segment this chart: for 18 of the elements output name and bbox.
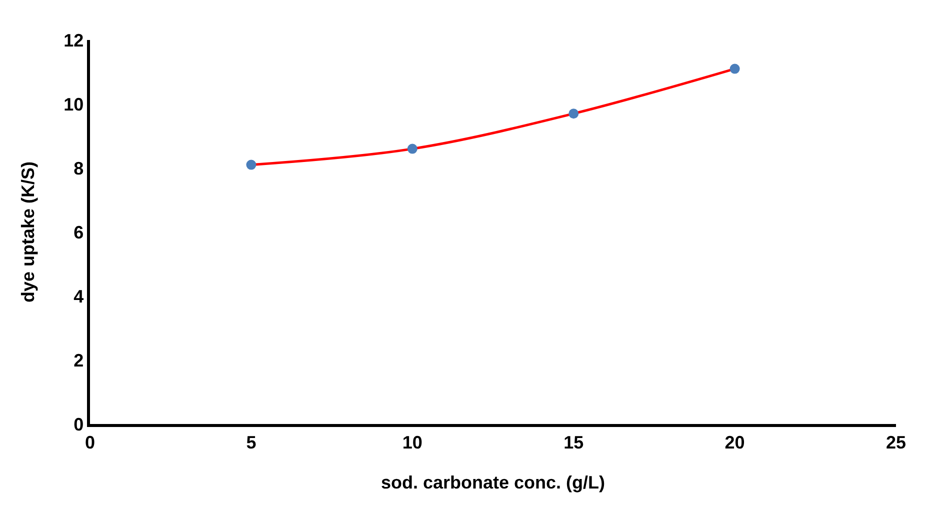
point [246,160,256,170]
y-tick-label: 8 [74,158,84,178]
x-tick-label: 5 [246,432,256,452]
point [407,144,418,154]
y-tick-label: 6 [74,222,84,242]
point [730,64,740,74]
x-tick-label: 25 [886,432,906,452]
y-tick-label: 0 [74,414,84,434]
x-tick-label: 15 [564,432,584,452]
x-tick-label: 20 [724,432,745,452]
point [568,108,579,119]
x-tick-label: 10 [402,432,422,452]
y-tick-label: 2 [74,350,84,370]
y-tick-label: 10 [64,94,84,114]
y-tick-label: 4 [74,286,84,306]
x-axis-title: sod. carbonate conc. (g/L) [380,472,606,492]
y-tick-label: 12 [64,30,84,50]
y-axis-title: dye uptake (K/S) [18,161,38,303]
